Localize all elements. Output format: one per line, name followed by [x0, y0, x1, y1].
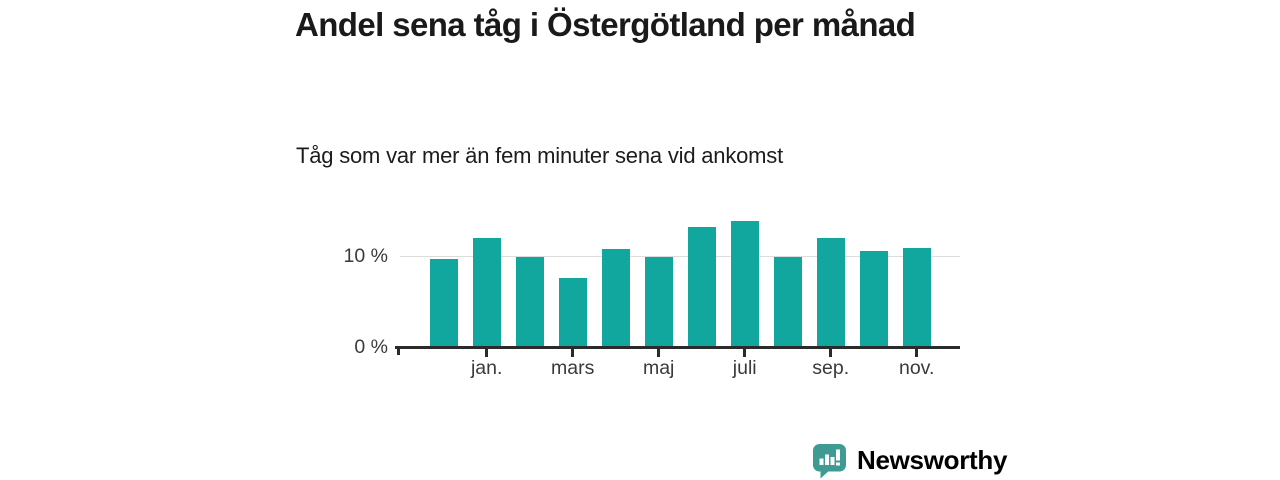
y-axis-label-10: 10 %: [343, 245, 388, 267]
x-tick-nov.: [915, 348, 918, 357]
x-axis-label-nov.: nov.: [898, 357, 935, 379]
bar-apr.: [601, 249, 630, 348]
x-axis-label-maj: maj: [642, 357, 675, 379]
bar-juli: [730, 221, 759, 348]
bar-maj: [644, 257, 673, 348]
x-tick-juli: [743, 348, 746, 357]
bar-jan.: [472, 238, 501, 348]
x-axis-line: [395, 346, 960, 349]
x-tick-sep.: [829, 348, 832, 357]
x-tick-mars: [571, 348, 574, 357]
x-tick-maj: [657, 348, 660, 357]
bar-chart-plot: jan. mars maj juli sep. nov.: [395, 200, 960, 379]
bar-sep.: [816, 238, 845, 348]
newsworthy-logo[interactable]: Newsworthy: [811, 442, 1007, 479]
bar-nov.: [902, 248, 931, 348]
newsworthy-icon: [811, 442, 848, 479]
chart-subtitle: Tåg som var mer än fem minuter sena vid …: [296, 143, 784, 168]
x-axis-label-sep.: sep.: [812, 357, 850, 379]
bar-aug.: [773, 257, 802, 348]
x-tick-jan.: [485, 348, 488, 357]
x-axis-label-juli: juli: [732, 357, 757, 379]
y-axis-label-0: 0 %: [354, 336, 388, 358]
bar-juni: [687, 227, 716, 348]
bar-mars: [558, 278, 587, 348]
bar-okt.: [859, 251, 888, 348]
bar-feb.: [515, 256, 544, 348]
x-axis-label-mars: mars: [551, 357, 595, 379]
chart-title: Andel sena tåg i Östergötland per månad: [295, 6, 916, 43]
gridline-10: [400, 255, 960, 257]
newsworthy-wordmark: Newsworthy: [857, 445, 1008, 475]
x-axis-label-jan.: jan.: [470, 357, 503, 379]
x-axis-start-tick: [397, 348, 400, 355]
bar-dec.: [429, 259, 458, 348]
